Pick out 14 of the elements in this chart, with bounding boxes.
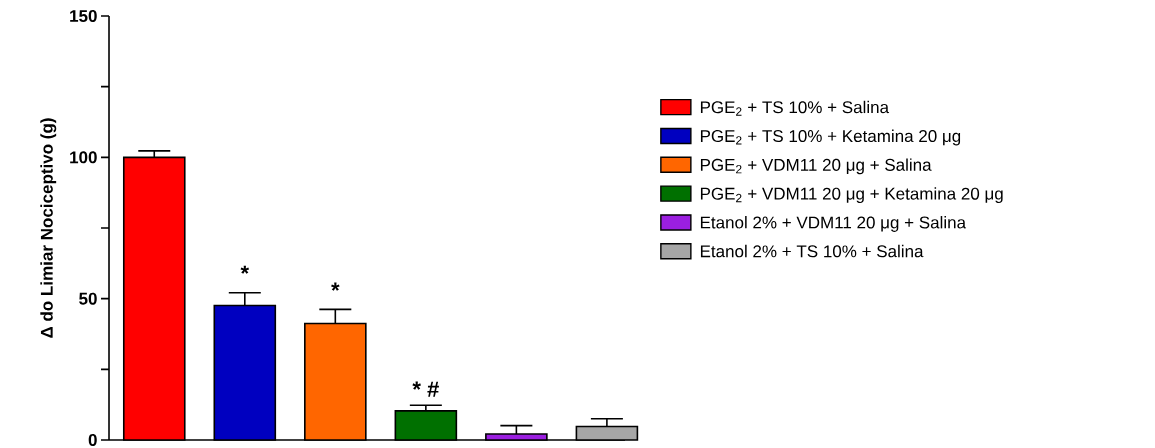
legend-label: PGE$_{2}$ + VDM11 20 μg + Salina (700, 158, 932, 175)
annotation: * (331, 282, 340, 291)
y-tick-label: 50 (79, 292, 97, 305)
annotation: * # (412, 381, 439, 397)
legend-label: Etanol 2% + VDM11 20 μg + Salina (700, 216, 967, 232)
y-tick-label: 150 (70, 9, 97, 23)
y-tick-label: 100 (70, 151, 97, 164)
legend-label: Etanol 2% + TS 10% + Salina (700, 244, 924, 258)
legend-label: PGE$_{2}$ + TS 10% + Ketamina 20 μg (700, 129, 961, 146)
legend-label: PGE$_{2}$ + TS 10% + Salina (700, 100, 890, 116)
y-axis-title: Δ do Limiar Nociceptivo (g) (40, 118, 57, 338)
y-tick-label: 0 (88, 433, 97, 447)
annotation: * (240, 265, 250, 274)
legend-label: PGE$_{2}$ + VDM11 20 μg + Ketamina 20 μg (700, 187, 1003, 204)
